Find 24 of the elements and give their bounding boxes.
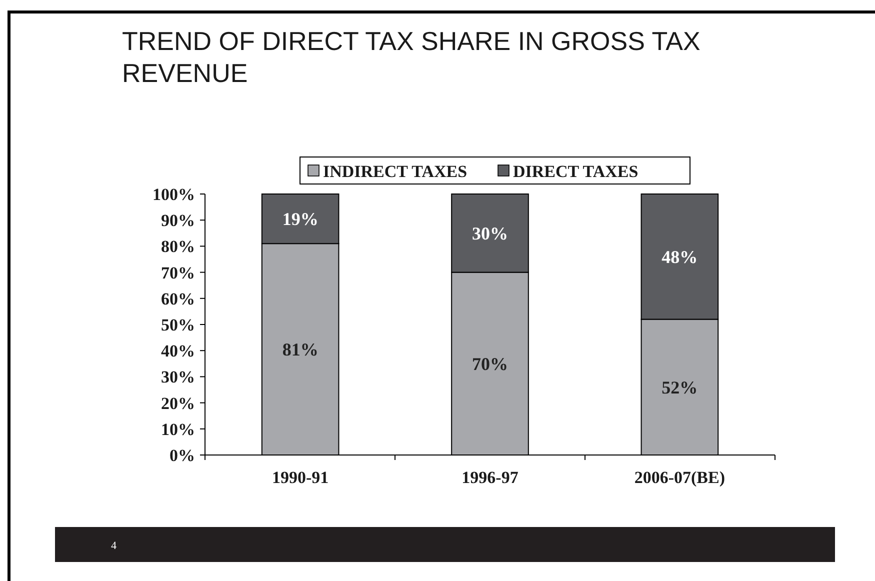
y-tick-label: 40%: [161, 342, 195, 361]
data-label: 19%: [282, 209, 318, 230]
y-tick-label: 30%: [161, 368, 195, 387]
y-tick-label: 60%: [161, 289, 195, 308]
data-label: 52%: [662, 377, 698, 398]
chart-title: TREND OF DIRECT TAX SHARE IN GROSS TAX REVENUE: [122, 26, 700, 88]
y-tick-label: 10%: [161, 420, 195, 439]
x-tick-label: 1996-97: [462, 468, 519, 487]
y-tick-label: 70%: [161, 263, 195, 282]
data-label: 81%: [282, 340, 318, 360]
legend-label: DIRECT TAXES: [513, 162, 638, 181]
data-label: 70%: [472, 354, 508, 374]
data-label: 30%: [472, 223, 508, 244]
y-tick-label: 20%: [161, 394, 195, 413]
y-tick-label: 100%: [152, 184, 195, 204]
text: 4: [111, 540, 117, 552]
legend-label: INDIRECT TAXES: [323, 162, 468, 181]
x-tick-label: 1990-91: [272, 468, 329, 487]
x-tick-label: 2006-07(BE): [634, 468, 726, 487]
y-tick-label: 50%: [161, 315, 195, 334]
data-label: 48%: [662, 246, 698, 267]
y-tick-label: 90%: [161, 211, 195, 230]
y-tick-label: 80%: [161, 237, 195, 256]
y-tick-label: 0%: [170, 446, 195, 465]
